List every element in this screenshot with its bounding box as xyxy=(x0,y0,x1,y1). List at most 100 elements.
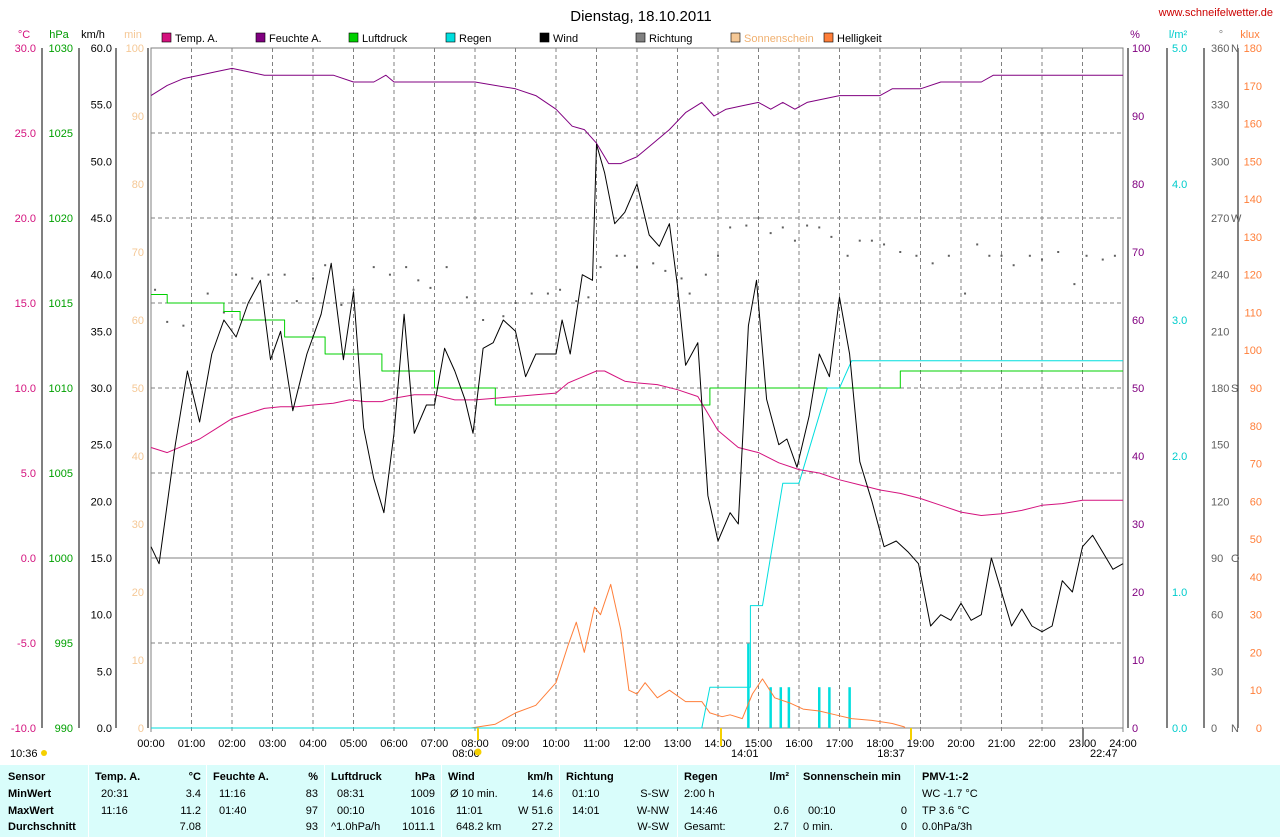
pressure-tick-label: 990 xyxy=(55,723,73,735)
pressure-tick-label: 1010 xyxy=(49,383,73,395)
direction-max-time: 14:01 xyxy=(572,805,600,817)
stats-sensor-col: Sensor MinWert MaxWert Durchschnitt xyxy=(0,765,88,837)
sun-tick-label: 20 xyxy=(132,587,144,599)
brightness-tick-label: 110 xyxy=(1244,307,1262,319)
time-tick-label: 24:00 xyxy=(1109,738,1137,750)
direction-dot xyxy=(717,254,719,257)
temp-tick-label: 0.0 xyxy=(21,553,36,565)
brightness-tick-label: 30 xyxy=(1250,610,1262,622)
direction-dot xyxy=(931,262,934,265)
direction-tick-label: 330 xyxy=(1211,100,1229,112)
direction-dot xyxy=(445,266,448,269)
direction-tick-label: 180 xyxy=(1211,383,1229,395)
event-markers: 10:36 08:00 14:01 18:37 22:47 xyxy=(10,728,1118,760)
temp-max-value: 11.2 xyxy=(180,805,201,817)
direction-dot xyxy=(222,311,225,314)
rain-tick-label: 4.0 xyxy=(1172,179,1187,191)
pressure-min-value: 1009 xyxy=(410,788,435,800)
sun-total-value: 0 xyxy=(900,821,907,833)
pressure-tick-label: 995 xyxy=(55,638,73,650)
wind-tick-label: 60.0 xyxy=(91,43,112,55)
direction-dot xyxy=(283,273,286,276)
pressure-tick-label: 1005 xyxy=(49,468,73,480)
time-tick-label: 20:00 xyxy=(947,738,975,750)
direction-tick-label: 150 xyxy=(1211,440,1229,452)
direction-dot xyxy=(559,288,562,291)
rain-tick-label: 5.0 xyxy=(1172,43,1187,55)
legend-swatch xyxy=(445,32,456,43)
time-tick-label: 09:00 xyxy=(502,738,530,750)
time-tick-label: 04:00 xyxy=(299,738,327,750)
humidity-tick-label: 0 xyxy=(1132,723,1138,735)
direction-dot xyxy=(1000,254,1003,257)
direction-dot xyxy=(846,254,849,257)
direction-tick-label: 210 xyxy=(1211,326,1229,338)
direction-tick-label: 0 xyxy=(1211,723,1217,735)
moonset-label: 22:47 xyxy=(1090,748,1118,760)
website-link[interactable]: www.schneifelwetter.de xyxy=(1158,7,1273,19)
sunset-label: 18:37 xyxy=(877,748,905,760)
direction-dot xyxy=(688,292,691,295)
wind-min-value: 14.6 xyxy=(531,788,553,800)
humidity-header: Feuchte A. xyxy=(213,771,269,783)
humidity-unit: % xyxy=(308,771,318,783)
pressure-max-value: 1016 xyxy=(410,805,435,817)
direction-dot xyxy=(417,279,420,282)
humidity-line xyxy=(150,67,1123,165)
wind-tick-label: 50.0 xyxy=(91,156,112,168)
direction-dot xyxy=(1041,258,1043,261)
time-tick-label: 18:00 xyxy=(866,738,894,750)
time-tick-label: 17:00 xyxy=(826,738,854,750)
legend-label: Richtung xyxy=(649,33,692,45)
sun-tick-label: 30 xyxy=(132,519,144,531)
direction-dot xyxy=(757,217,760,219)
direction-compass-label: W xyxy=(1231,213,1242,225)
time-tick-label: 19:00 xyxy=(907,738,935,750)
direction-dot xyxy=(636,266,638,269)
temp-tick-label: -5.0 xyxy=(17,638,36,650)
humidity-tick-label: 10 xyxy=(1132,655,1144,667)
direction-dot xyxy=(575,300,578,303)
time-tick-label: 01:00 xyxy=(178,738,206,750)
temp-tick-label: 20.0 xyxy=(15,213,36,225)
temp-tick-label: 10.0 xyxy=(15,383,36,395)
direction-dot xyxy=(1057,251,1060,253)
temp-min-time: 20:31 xyxy=(101,788,129,800)
direction-tick-label: 360 xyxy=(1211,43,1229,55)
wind-tick-label: 25.0 xyxy=(91,440,112,452)
wind-tick-label: 40.0 xyxy=(91,270,112,282)
wind-tick-label: 35.0 xyxy=(91,326,112,338)
direction-tick-label: 240 xyxy=(1211,270,1229,282)
time-tick-label: 02:00 xyxy=(218,738,246,750)
temp-min-value: 3.4 xyxy=(185,788,201,800)
rain-start-label: 14:01 xyxy=(731,748,759,760)
wind-tick-label: 10.0 xyxy=(91,610,112,622)
direction-tick-label: 120 xyxy=(1211,496,1229,508)
statistics-panel: Sensor MinWert MaxWert Durchschnitt Temp… xyxy=(0,765,1280,837)
direction-dot xyxy=(1113,254,1116,257)
humidity-tick-label: 20 xyxy=(1132,587,1144,599)
rain-total-label: Gesamt: xyxy=(684,821,726,833)
brightness-tick-label: 140 xyxy=(1244,194,1262,206)
direction-compass-label: S xyxy=(1231,383,1238,395)
brightness-tick-label: 80 xyxy=(1250,421,1262,433)
humidity-tick-label: 50 xyxy=(1132,383,1144,395)
legend-label: Feuchte A. xyxy=(269,33,322,45)
rain-max-time: 14:46 xyxy=(690,805,718,817)
direction-header: Richtung xyxy=(566,771,614,783)
chart-grid xyxy=(150,47,1124,732)
brightness-tick-label: 40 xyxy=(1250,572,1262,584)
direction-dot xyxy=(870,239,873,242)
axis-unit-labels: °C hPa km/h min % l/m² ° klux xyxy=(18,29,1260,41)
sun-tick-label: 90 xyxy=(132,111,144,123)
direction-dot xyxy=(372,266,375,269)
stats-humidity-col: Feuchte A.% 11:16 83 01:40 97 93 xyxy=(206,765,325,837)
direction-compass-label: N xyxy=(1231,723,1239,735)
rain-unit: l/m² xyxy=(769,771,789,783)
brightness-tick-label: 70 xyxy=(1250,459,1262,471)
time-tick-label: 06:00 xyxy=(380,738,408,750)
direction-dot xyxy=(1028,254,1031,257)
pressure-tick-label: 1030 xyxy=(49,43,73,55)
direction-dot xyxy=(482,319,485,321)
direction-tick-label: 270 xyxy=(1211,213,1229,225)
